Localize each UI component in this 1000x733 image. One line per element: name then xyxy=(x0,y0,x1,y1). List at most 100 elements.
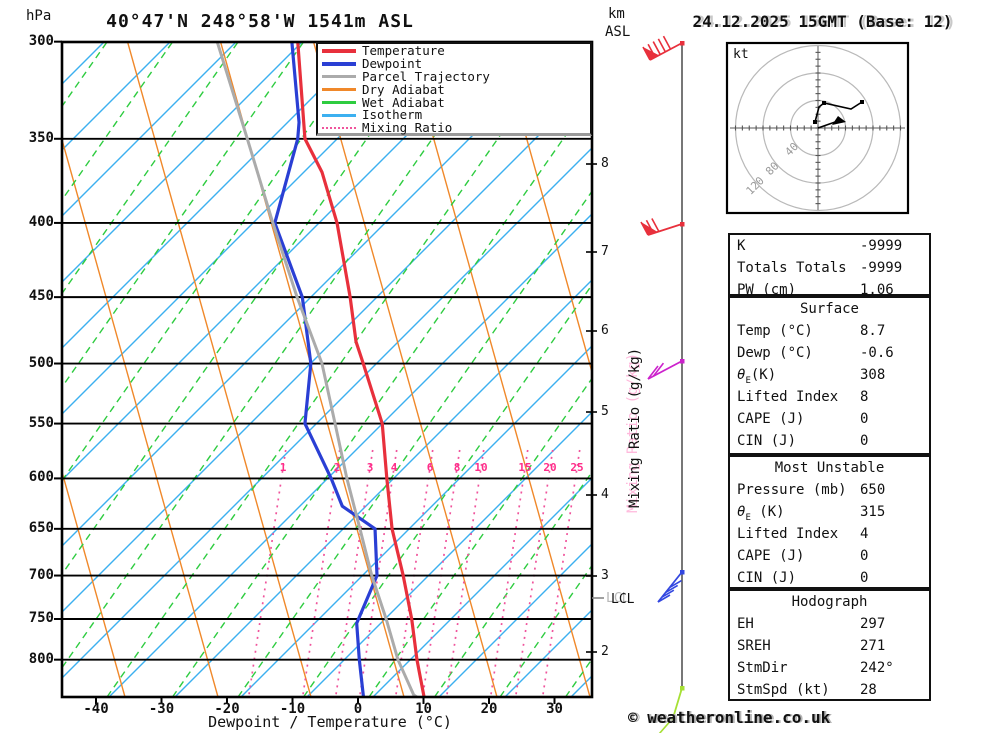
legend-label: Dewpoint xyxy=(362,56,423,72)
series-parcel-trajectory xyxy=(215,42,420,697)
x-axis-title: Dewpoint / Temperature (°C) xyxy=(208,713,452,731)
mixing-ratio-label-25: 25 xyxy=(570,461,584,474)
table-row-label: θE (K) xyxy=(737,504,785,523)
table-row: K -9999 xyxy=(730,235,929,257)
legend-line-sample xyxy=(322,88,356,92)
km-tick-label-8: 8 xyxy=(601,156,609,171)
table-row-value: 4 xyxy=(860,526,869,542)
table-row-label: PW (cm) xyxy=(737,282,797,298)
table-row: SREH 271 xyxy=(730,635,929,657)
legend-label: Parcel Trajectory xyxy=(362,68,490,84)
table-row: CAPE (J) 0 xyxy=(730,545,929,567)
table-row: Totals Totals -9999 xyxy=(730,257,929,279)
legend-label: Dry Adiabat xyxy=(362,81,445,97)
km-tick-label-6: 6 xyxy=(601,323,609,338)
table-row: θE(K) 308 xyxy=(730,364,929,386)
table-row-label: EH xyxy=(737,616,754,632)
run-datetime-title: 24.12.2025 15GMT (Base: 12) xyxy=(692,12,953,31)
km-tick-label-2: 2 xyxy=(601,644,609,659)
table-row: PW (cm) 1.06 xyxy=(730,279,929,301)
hodograph-unit-label: kt xyxy=(733,47,749,62)
table-row-value: 0 xyxy=(860,548,869,564)
mixing-ratio-label-4: 4 xyxy=(390,461,398,474)
pressure-label-650: 650 xyxy=(28,519,54,536)
mixing-ratio-label-3: 3 xyxy=(366,461,374,474)
pressure-label-550: 550 xyxy=(28,414,54,431)
legend-label: Mixing Ratio xyxy=(362,120,453,136)
mixing-ratio-label-20: 20 xyxy=(543,461,557,474)
table-row-value: 0 xyxy=(860,433,869,449)
km-tick-label-7: 7 xyxy=(601,244,609,259)
wind-barb-500 xyxy=(647,359,685,380)
wind-barb-300 xyxy=(642,35,685,61)
table-row-value: -9999 xyxy=(860,260,903,276)
table-section-most-unstable: Most Unstable Pressure (mb) 650 θE (K) 315 Li… xyxy=(728,455,931,589)
table-section-hodograph: Hodograph EH 297 SREH 271 StmDir 242° StmSpd (k… xyxy=(728,589,931,701)
mixing-ratio-label-2: 2 xyxy=(333,461,341,474)
pressure-label-300: 300 xyxy=(28,32,54,49)
table-row-value: 8.7 xyxy=(860,323,886,339)
pressure-label-500: 500 xyxy=(28,354,54,371)
table-row-label: K xyxy=(737,238,746,254)
pressure-label-400: 400 xyxy=(28,213,54,230)
table-row: StmSpd (kt) 28 xyxy=(730,679,929,701)
table-section-header: Surface xyxy=(799,301,859,317)
legend-row-6: Mixing Ratio xyxy=(322,120,590,136)
table-row-label: Lifted Index xyxy=(737,389,839,405)
x-tick-label--30: -30 xyxy=(148,701,175,717)
table-row-label: SREH xyxy=(737,638,771,654)
table-row-label: Temp (°C) xyxy=(737,323,813,339)
legend-row-4: Wet Adiabat xyxy=(322,96,590,109)
table-row-value: 1.06 xyxy=(860,282,894,298)
x-tick-label-10: 10 xyxy=(415,701,432,717)
mixing-ratio-label-10: 10 xyxy=(474,461,488,474)
pressure-unit-label: hPa xyxy=(26,8,52,24)
legend-line-sample xyxy=(322,75,356,79)
table-row: CAPE (J) 0 xyxy=(730,408,929,430)
mixing-ratio-label-8: 8 xyxy=(453,461,461,474)
km-tick-label-5: 5 xyxy=(601,404,609,419)
chart-legend: Temperature Dewpoint Parcel Trajectory Dry … xyxy=(316,42,592,136)
pressure-label-450: 450 xyxy=(28,288,54,305)
legend-line-sample xyxy=(322,62,356,67)
page-title: 40°47'N 248°58'W 1541m ASL xyxy=(106,11,414,32)
table-row-value: 28 xyxy=(860,682,877,698)
legend-line-sample xyxy=(322,101,356,105)
table-row-value: -0.6 xyxy=(860,345,894,361)
legend-line-sample xyxy=(322,49,356,54)
table-row: Lifted Index 8 xyxy=(730,386,929,408)
table-row-label: θE(K) xyxy=(737,367,777,386)
table-row: Pressure (mb) 650 xyxy=(730,479,929,501)
pressure-label-750: 750 xyxy=(28,610,54,626)
x-tick-label--40: -40 xyxy=(83,701,109,717)
legend-label: Isotherm xyxy=(362,107,423,123)
wind-barb-700 xyxy=(657,570,685,603)
table-row-label: CAPE (J) xyxy=(737,548,805,564)
legend-line-sample xyxy=(322,127,356,130)
x-tick-label--20: -20 xyxy=(214,701,240,717)
table-row-label: StmDir xyxy=(737,660,788,676)
table-row-value: 271 xyxy=(860,638,886,654)
x-tick-label--10: -10 xyxy=(279,701,306,717)
copyright: © weatheronline.co.uk xyxy=(628,708,831,727)
table-row-label: CIN (J) xyxy=(737,570,797,586)
series-temperature xyxy=(296,42,426,697)
table-row-value: 0 xyxy=(860,570,869,586)
table-row: CIN (J) 0 xyxy=(730,430,929,452)
table-section-header: Hodograph xyxy=(791,594,868,610)
x-tick-label-30: 30 xyxy=(546,701,563,717)
table-row-value: 242° xyxy=(860,660,894,676)
table-section-header: Most Unstable xyxy=(774,460,885,476)
km-unit-label-line1: km xyxy=(608,6,625,22)
table-row-label: Totals Totals xyxy=(737,260,847,276)
mixing-ratio-label-1: 1 xyxy=(279,461,287,474)
x-tick-label-0: 0 xyxy=(353,701,363,717)
legend-row-5: Isotherm xyxy=(322,109,590,122)
lcl-label: LCL xyxy=(611,592,635,607)
table-section-surface: Surface Temp (°C) 8.7 Dewp (°C) -0.6 θE(K) 308… xyxy=(728,296,931,455)
table-row-label: StmSpd (kt) xyxy=(737,682,830,698)
km-tick-label-4: 4 xyxy=(601,487,609,502)
